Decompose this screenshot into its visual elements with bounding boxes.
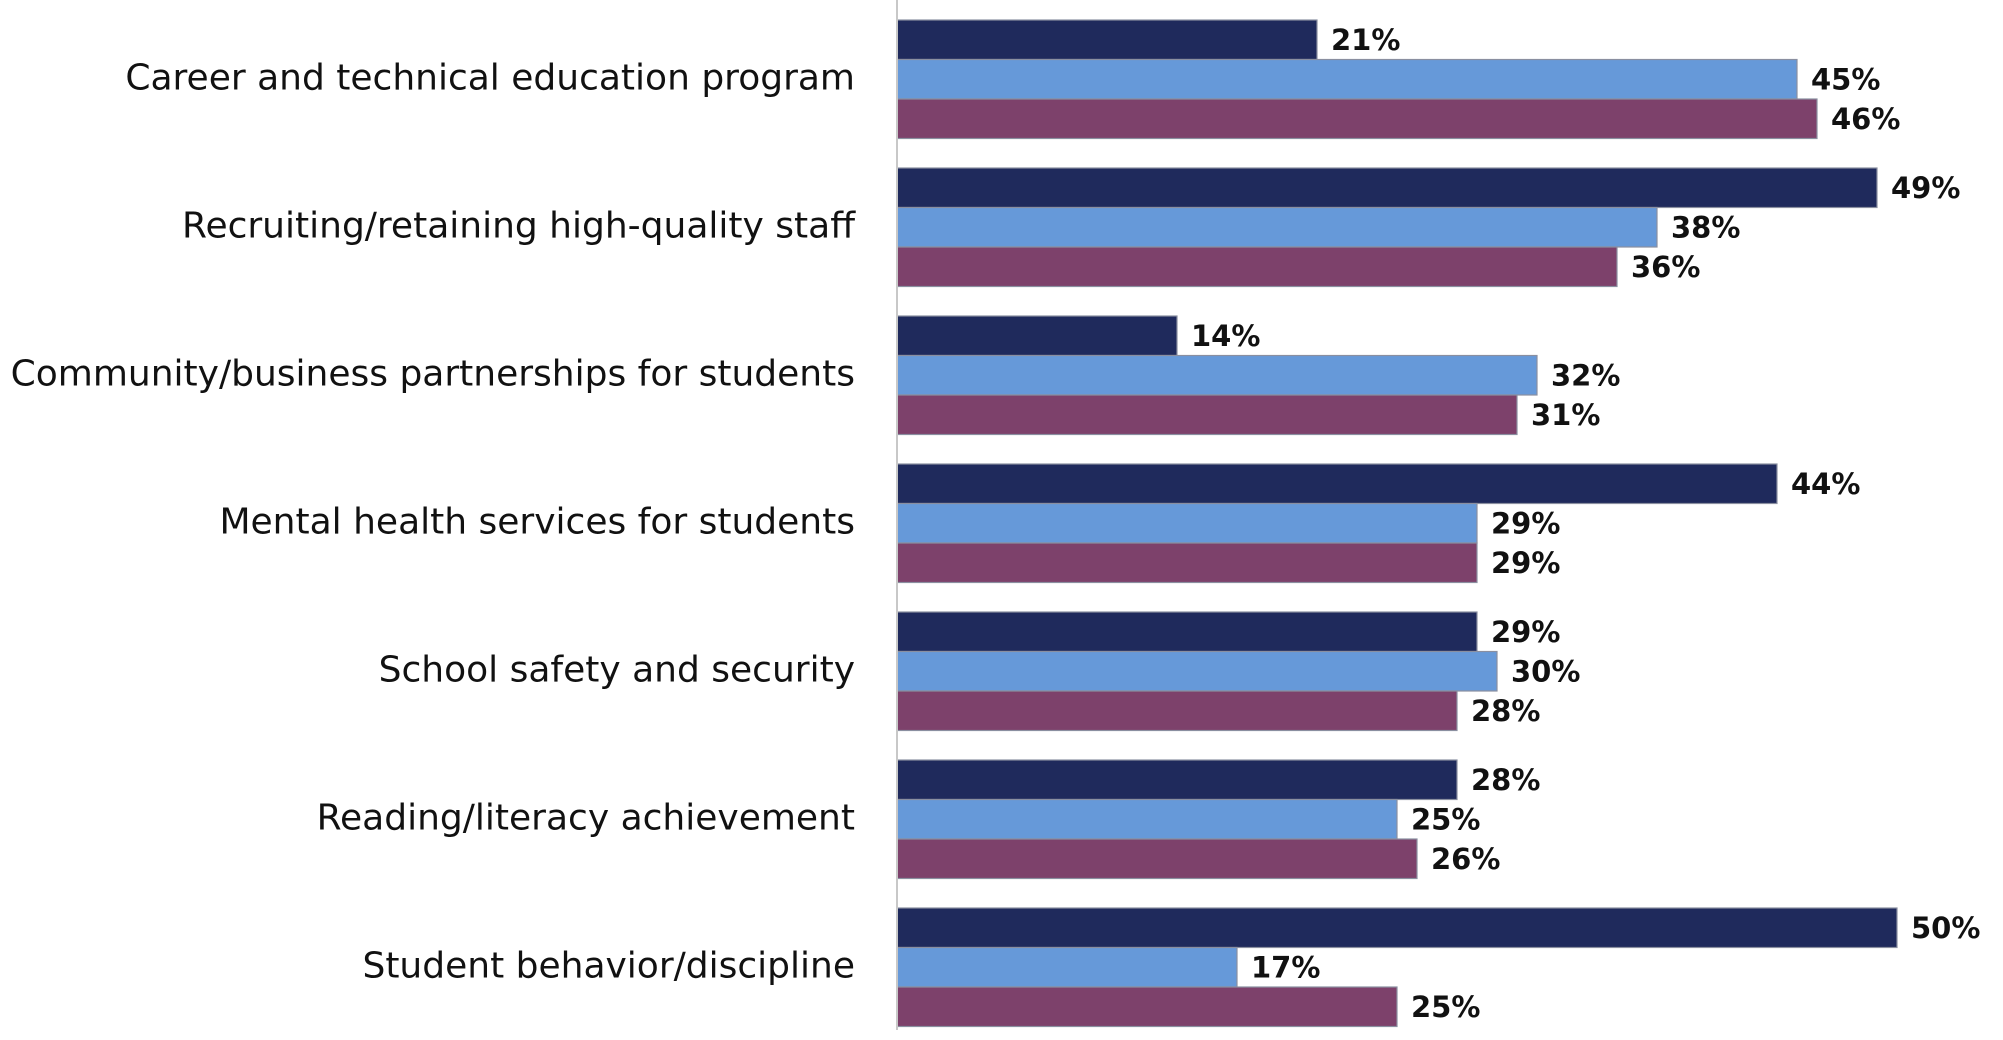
category-label: Career and technical education program [125,57,855,98]
bar [896,167,1878,209]
value-label: 30% [1511,654,1580,688]
value-label: 25% [1411,990,1480,1024]
value-label: 36% [1631,250,1700,284]
bar [896,798,1398,840]
value-label: 29% [1491,615,1560,649]
value-label: 44% [1791,467,1860,501]
bar [896,907,1898,949]
bar [896,502,1478,544]
bar [896,315,1178,357]
bar [896,611,1478,653]
value-label: 31% [1531,398,1600,432]
bar [896,986,1398,1028]
bar [896,206,1658,248]
value-label: 45% [1811,62,1880,96]
category-label: School safety and security [379,649,855,690]
category-label: Reading/literacy achievement [317,797,855,838]
bar [896,759,1458,801]
value-label: 14% [1191,319,1260,353]
bar [896,650,1498,692]
value-label: 46% [1831,102,1900,136]
category-label: Mental health services for students [219,501,855,542]
value-label: 28% [1471,763,1540,797]
value-label: 26% [1431,842,1500,876]
bar [896,838,1418,880]
value-label: 50% [1911,911,1980,945]
value-label: 32% [1551,358,1620,392]
value-label: 25% [1411,802,1480,836]
value-label: 21% [1331,23,1400,57]
bar [896,246,1618,288]
bar [896,542,1478,584]
bar [896,58,1798,100]
bar [896,394,1518,436]
value-label: 38% [1671,210,1740,244]
category-label: Student behavior/discipline [362,945,855,986]
value-label: 28% [1471,694,1540,728]
value-label: 29% [1491,546,1560,580]
bar [896,19,1318,61]
category-label: Recruiting/retaining high-quality staff [182,205,856,246]
value-label: 49% [1891,171,1960,205]
value-label: 17% [1251,950,1320,984]
bar [896,354,1538,396]
bar [896,463,1778,505]
bar [896,98,1818,140]
category-label: Community/business partnerships for stud… [11,353,855,394]
bar [896,946,1238,988]
value-label: 29% [1491,506,1560,540]
bar [896,690,1458,732]
